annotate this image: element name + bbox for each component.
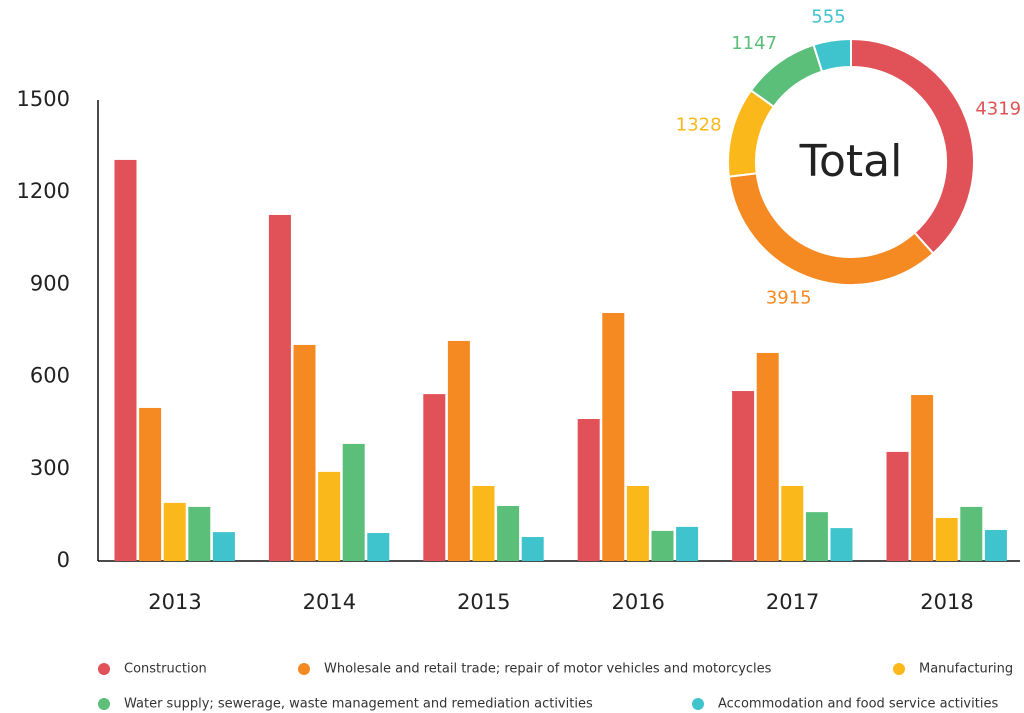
bar bbox=[367, 533, 390, 561]
bar bbox=[114, 159, 137, 561]
bar bbox=[423, 394, 446, 561]
data-label: 3915 bbox=[766, 288, 812, 309]
y-tick-label: 1500 bbox=[17, 87, 70, 111]
y-tick-label: 300 bbox=[30, 456, 70, 480]
donut-segment bbox=[812, 37, 852, 73]
legend-marker bbox=[298, 663, 310, 675]
bar bbox=[984, 529, 1007, 561]
legend-label: Accommodation and food service activitie… bbox=[718, 697, 998, 712]
donut-segment bbox=[749, 43, 824, 109]
legend-label: Water supply; sewerage, waste management… bbox=[124, 697, 593, 712]
legend-marker bbox=[692, 698, 704, 710]
donut-segment bbox=[727, 88, 776, 178]
bar bbox=[447, 340, 470, 561]
legend-label: Manufacturing bbox=[919, 662, 1013, 677]
donut-title: Total bbox=[799, 136, 903, 187]
data-label: 1147 bbox=[731, 33, 777, 54]
data-label: 555 bbox=[811, 7, 845, 28]
bar bbox=[163, 502, 186, 561]
y-tick-label: 1200 bbox=[17, 179, 70, 203]
bar bbox=[805, 512, 828, 561]
x-tick-label: 2018 bbox=[920, 590, 973, 614]
donut-segment bbox=[727, 172, 935, 286]
legend-marker bbox=[98, 663, 110, 675]
legend-label: Wholesale and retail trade; repair of mo… bbox=[324, 662, 772, 677]
x-tick-label: 2016 bbox=[611, 590, 664, 614]
data-label: 4319 bbox=[975, 99, 1021, 120]
bar bbox=[676, 526, 699, 561]
y-tick-label: 0 bbox=[57, 548, 70, 572]
bar bbox=[293, 344, 316, 561]
y-tick-label: 900 bbox=[30, 271, 70, 295]
bar bbox=[626, 486, 649, 561]
x-tick-label: 2017 bbox=[766, 590, 819, 614]
bar bbox=[935, 517, 958, 561]
bar bbox=[577, 419, 600, 561]
y-tick-label: 600 bbox=[30, 364, 70, 388]
bar bbox=[497, 505, 520, 561]
x-tick-label: 2013 bbox=[148, 590, 201, 614]
bar bbox=[268, 214, 291, 561]
bar bbox=[342, 443, 365, 561]
bar bbox=[830, 528, 853, 561]
legend-label: Construction bbox=[124, 662, 207, 677]
bar bbox=[651, 530, 674, 561]
bar bbox=[318, 471, 341, 561]
legend-marker bbox=[893, 663, 905, 675]
legend-marker bbox=[98, 698, 110, 710]
bar bbox=[602, 312, 625, 561]
bar bbox=[732, 391, 755, 561]
data-label: 1328 bbox=[676, 115, 722, 136]
bar bbox=[960, 506, 983, 561]
bar bbox=[188, 506, 211, 561]
x-tick-label: 2014 bbox=[303, 590, 356, 614]
bar bbox=[781, 486, 804, 561]
bar bbox=[521, 537, 544, 561]
bar bbox=[139, 407, 162, 561]
bar bbox=[756, 352, 779, 561]
bar bbox=[472, 486, 495, 561]
bar bbox=[212, 532, 235, 561]
bar bbox=[886, 451, 909, 561]
bar bbox=[911, 395, 934, 561]
x-tick-label: 2015 bbox=[457, 590, 510, 614]
